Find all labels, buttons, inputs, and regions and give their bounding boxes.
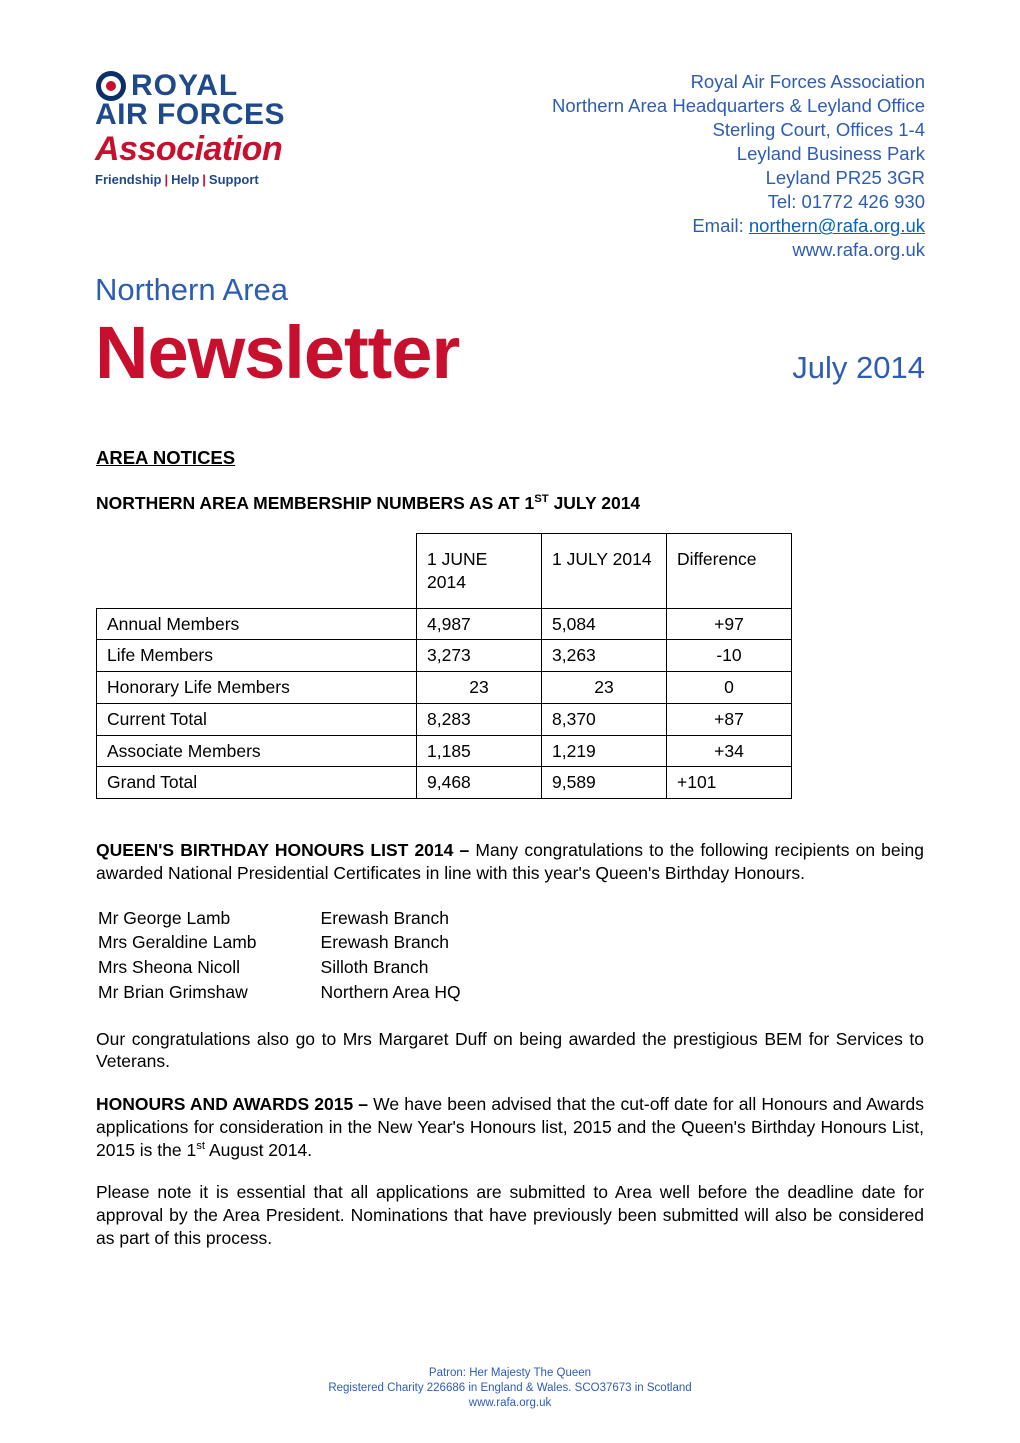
table-header-diff: Difference bbox=[667, 534, 792, 609]
row-jun: 3,273 bbox=[417, 640, 542, 672]
logo-tagline: Friendship|Help|Support bbox=[95, 172, 300, 187]
row-label: Honorary Life Members bbox=[97, 672, 417, 704]
row-jul: 1,219 bbox=[542, 735, 667, 767]
membership-table: 1 JUNE 2014 1 JULY 2014 Difference Annua… bbox=[96, 533, 792, 799]
recipient-name: Mrs Geraldine Lamb bbox=[98, 931, 319, 954]
row-jun: 4,987 bbox=[417, 608, 542, 640]
recipient-branch: Erewash Branch bbox=[321, 931, 523, 954]
recipient-row: Mr George Lamb Erewash Branch bbox=[98, 907, 523, 930]
table-row: Grand Total 9,468 9,589 +101 bbox=[97, 767, 792, 799]
header-row: ROYAL AIR FORCES Association Friendship|… bbox=[95, 70, 925, 262]
awards2015-lead-b: August 2014. bbox=[205, 1140, 312, 1160]
title-row: Newsletter July 2014 bbox=[95, 310, 925, 396]
awards2015-sup: st bbox=[196, 1140, 205, 1152]
logo-block: ROYAL AIR FORCES Association Friendship|… bbox=[95, 70, 300, 187]
row-jun: 1,185 bbox=[417, 735, 542, 767]
table-header-row: 1 JUNE 2014 1 JULY 2014 Difference bbox=[97, 534, 792, 609]
recipient-name: Mr George Lamb bbox=[98, 907, 319, 930]
table-row: Life Members 3,273 3,263 -10 bbox=[97, 640, 792, 672]
addr-line-3: Sterling Court, Offices 1-4 bbox=[552, 118, 925, 142]
row-label: Current Total bbox=[97, 703, 417, 735]
table-row: Current Total 8,283 8,370 +87 bbox=[97, 703, 792, 735]
area-label: Northern Area bbox=[95, 272, 925, 308]
row-jul: 9,589 bbox=[542, 767, 667, 799]
table-header-jun: 1 JUNE 2014 bbox=[417, 534, 542, 609]
membership-heading-a: NORTHERN AREA MEMBERSHIP NUMBERS AS AT 1 bbox=[96, 493, 534, 513]
recipient-branch: Northern Area HQ bbox=[321, 981, 523, 1004]
awards2015-lead-para: HONOURS AND AWARDS 2015 – We have been a… bbox=[96, 1093, 924, 1161]
row-jun: 9,468 bbox=[417, 767, 542, 799]
table-row: Annual Members 4,987 5,084 +97 bbox=[97, 608, 792, 640]
recipient-row: Mr Brian Grimshaw Northern Area HQ bbox=[98, 981, 523, 1004]
table-header-blank bbox=[97, 534, 417, 609]
addr-email-link[interactable]: northern@rafa.org.uk bbox=[749, 215, 925, 236]
row-diff: -10 bbox=[667, 640, 792, 672]
row-jul: 3,263 bbox=[542, 640, 667, 672]
tagline-sep-2: | bbox=[199, 172, 209, 187]
recipient-row: Mrs Sheona Nicoll Silloth Branch bbox=[98, 956, 523, 979]
addr-line-1: Royal Air Forces Association bbox=[552, 70, 925, 94]
tagline-help: Help bbox=[171, 172, 199, 187]
table-header-jul: 1 JULY 2014 bbox=[542, 534, 667, 609]
row-label: Annual Members bbox=[97, 608, 417, 640]
row-diff: 0 bbox=[667, 672, 792, 704]
logo-text-association: Association bbox=[95, 132, 300, 166]
row-label: Life Members bbox=[97, 640, 417, 672]
membership-heading-b: JULY 2014 bbox=[549, 493, 640, 513]
addr-email-line: Email: northern@rafa.org.uk bbox=[552, 214, 925, 238]
awards2015-note-para: Please note it is essential that all app… bbox=[96, 1181, 924, 1249]
recipients-table: Mr George Lamb Erewash Branch Mrs Gerald… bbox=[96, 905, 525, 1006]
footer: Patron: Her Majesty The Queen Registered… bbox=[0, 1366, 1020, 1411]
row-label: Grand Total bbox=[97, 767, 417, 799]
row-diff: +97 bbox=[667, 608, 792, 640]
footer-patron: Patron: Her Majesty The Queen bbox=[0, 1366, 1020, 1381]
rafa-logo: ROYAL AIR FORCES Association Friendship|… bbox=[95, 70, 300, 187]
newsletter-title: Newsletter bbox=[95, 310, 459, 395]
addr-email-label: Email: bbox=[692, 215, 749, 236]
area-notices-heading: AREA NOTICES bbox=[96, 446, 924, 470]
logo-text-airforces: AIR FORCES bbox=[95, 100, 300, 130]
addr-line-5: Leyland PR25 3GR bbox=[552, 166, 925, 190]
address-block: Royal Air Forces Association Northern Ar… bbox=[552, 70, 925, 262]
row-jun: 23 bbox=[417, 672, 542, 704]
issue-date: July 2014 bbox=[792, 350, 925, 396]
addr-line-2: Northern Area Headquarters & Leyland Off… bbox=[552, 94, 925, 118]
recipient-branch: Silloth Branch bbox=[321, 956, 523, 979]
membership-heading: NORTHERN AREA MEMBERSHIP NUMBERS AS AT 1… bbox=[96, 492, 924, 515]
tagline-sep-1: | bbox=[161, 172, 171, 187]
recipient-row: Mrs Geraldine Lamb Erewash Branch bbox=[98, 931, 523, 954]
recipient-name: Mr Brian Grimshaw bbox=[98, 981, 319, 1004]
recipient-name: Mrs Sheona Nicoll bbox=[98, 956, 319, 979]
addr-web: www.rafa.org.uk bbox=[552, 238, 925, 262]
row-jun: 8,283 bbox=[417, 703, 542, 735]
tagline-support: Support bbox=[209, 172, 259, 187]
row-diff: +87 bbox=[667, 703, 792, 735]
addr-line-4: Leyland Business Park bbox=[552, 142, 925, 166]
membership-heading-sup: ST bbox=[534, 494, 549, 506]
row-jul: 8,370 bbox=[542, 703, 667, 735]
honours-lead-bold: QUEEN'S BIRTHDAY HONOURS LIST 2014 – bbox=[96, 840, 475, 860]
recipient-branch: Erewash Branch bbox=[321, 907, 523, 930]
row-label: Associate Members bbox=[97, 735, 417, 767]
row-jul: 23 bbox=[542, 672, 667, 704]
footer-web-link[interactable]: www.rafa.org.uk bbox=[469, 1397, 551, 1409]
awards2015-lead-bold: HONOURS AND AWARDS 2015 – bbox=[96, 1094, 373, 1114]
table-row: Honorary Life Members 23 23 0 bbox=[97, 672, 792, 704]
footer-charity: Registered Charity 226686 in England & W… bbox=[0, 1381, 1020, 1396]
row-diff: +101 bbox=[667, 767, 792, 799]
page: ROYAL AIR FORCES Association Friendship|… bbox=[0, 0, 1020, 1310]
logo-text-royal: ROYAL bbox=[131, 71, 238, 101]
tagline-friendship: Friendship bbox=[95, 172, 161, 187]
addr-tel: Tel: 01772 426 930 bbox=[552, 190, 925, 214]
honours-lead-para: QUEEN'S BIRTHDAY HONOURS LIST 2014 – Man… bbox=[96, 839, 924, 885]
row-diff: +34 bbox=[667, 735, 792, 767]
table-row: Associate Members 1,185 1,219 +34 bbox=[97, 735, 792, 767]
content: AREA NOTICES NORTHERN AREA MEMBERSHIP NU… bbox=[95, 446, 925, 1249]
row-jul: 5,084 bbox=[542, 608, 667, 640]
congrats-para: Our congratulations also go to Mrs Marga… bbox=[96, 1028, 924, 1074]
